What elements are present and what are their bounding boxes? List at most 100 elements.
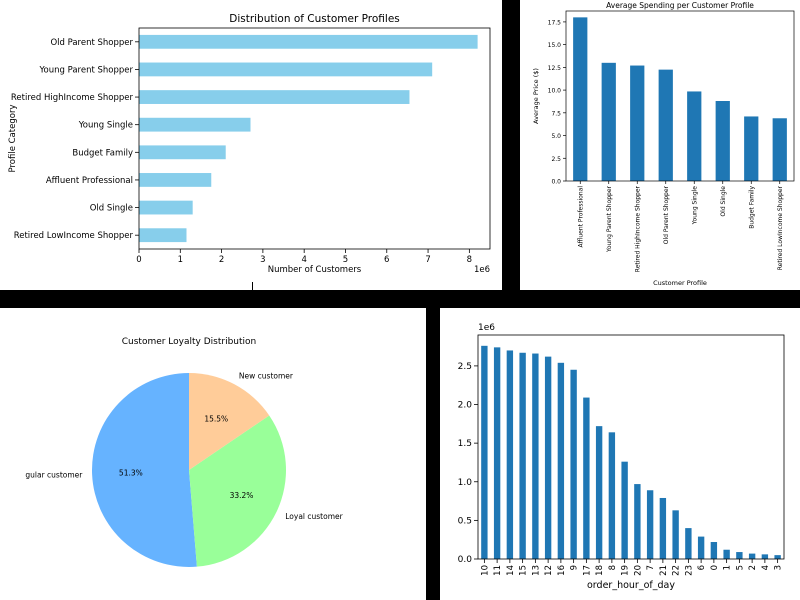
bar-young-single: [687, 91, 702, 181]
bar-hour-1: [723, 549, 730, 559]
order-hour-chart-panel: 1e6 0.0 0.5 1.0 1.5 2.0 2.5 10 11 14 15 13 12 16 9 17 18…: [440, 308, 800, 600]
x-tick-label: 7: [646, 565, 656, 570]
bar-hour-21: [659, 497, 667, 559]
bar-budget-family: [744, 116, 759, 181]
y-tick-label: 12.5: [548, 65, 562, 72]
bar-hour-16: [557, 362, 565, 559]
chart-title: Average Spending per Customer Profile: [606, 1, 754, 10]
bar-affluent-professional: [139, 173, 212, 187]
x-axis-label: Number of Customers: [268, 265, 362, 275]
x-tick-label: 18: [595, 565, 605, 576]
y-tick-label: Old Parent Shopper: [50, 38, 133, 48]
x-tick-label: 14: [506, 565, 516, 576]
x-tick-label: Young Single: [691, 186, 698, 226]
bar-hour-5: [736, 552, 743, 559]
x-tick-label: Budget Family: [748, 186, 755, 229]
x-tick-label: 1: [723, 565, 733, 570]
pie-slice-label: Loyal customer: [285, 512, 343, 521]
bar-young-single: [139, 117, 251, 132]
x-tick-label: 0: [136, 255, 141, 265]
bar-hour-20: [634, 484, 641, 559]
bar-hour-11: [493, 347, 501, 559]
average-spending-chart-panel: Average Spending per Customer Profile 0.0…: [520, 0, 800, 290]
x-tick-label: 0: [710, 565, 720, 570]
average-spending-chart: Average Spending per Customer Profile 0.0…: [532, 1, 795, 287]
y-tick-label: Old Single: [90, 204, 133, 214]
x-tick-label: 2: [748, 565, 758, 570]
bar-young-parent-shopper: [601, 62, 616, 182]
x-tick-label: 12: [544, 565, 554, 576]
x-tick-label: Young Parent Shopper: [606, 185, 613, 253]
x-tick-label: 17: [582, 565, 592, 576]
bar-hour-19: [621, 461, 628, 559]
bar-hour-8: [608, 432, 616, 559]
x-tick-label: 16: [557, 565, 567, 576]
x-tick-label: 19: [621, 565, 631, 576]
x-tick-label: 21: [659, 565, 669, 576]
y-tick-label: Young Parent Shopper: [38, 65, 133, 75]
x-tick-label: 5: [735, 565, 745, 570]
y-tick-label: 1.0: [458, 478, 473, 488]
plot-frame: [477, 334, 785, 560]
y-tick-label: 0.0: [458, 555, 473, 565]
x-axis-label: order_hour_of_day: [587, 580, 675, 591]
bar-old-single: [715, 101, 730, 181]
loyalty-pie-chart: Customer Loyalty Distribution 51.3% gular …: [25, 337, 344, 567]
bar-hour-6: [697, 536, 705, 559]
y-tick-label: 2.0: [458, 401, 473, 411]
y-tick-label: 7.5: [551, 110, 561, 117]
x-tick-label: 11: [493, 565, 503, 576]
bar-hour-17: [583, 397, 590, 559]
x-tick-label: 9: [570, 565, 580, 570]
x-tick-label: 3: [774, 565, 784, 570]
bar-hour-9: [570, 369, 577, 559]
bar-hour-22: [672, 510, 679, 559]
y-axis-label: Profile Category: [8, 105, 18, 173]
x-tick-label: 6: [697, 565, 707, 570]
x-tick-label: 8: [467, 255, 472, 265]
x-tick-label: 5: [343, 255, 348, 265]
bar-hour-2: [748, 553, 756, 559]
pie-slice-new-customer: [189, 373, 270, 470]
pie-slice-gular-customer: [92, 373, 197, 567]
y-tick-label: 17.5: [548, 19, 562, 26]
bar-budget-family: [139, 145, 226, 160]
x-tick-label: 1: [178, 255, 183, 265]
x-tick-label: 8: [608, 565, 618, 570]
pie-slice-label: New customer: [239, 372, 294, 381]
y-tick-label: 1.5: [458, 439, 472, 449]
bar-hour-10: [481, 345, 488, 559]
bar-hour-3: [774, 555, 781, 559]
x-tick-label: 6: [384, 255, 389, 265]
y-tick-label: 5.0: [551, 133, 561, 140]
x-tick-label: 3: [260, 255, 265, 265]
y-tick-label: Young Single: [78, 121, 133, 131]
bar-retired-lowincome-shopper: [772, 118, 787, 181]
bar-hour-15: [519, 352, 526, 559]
bar-old-single: [139, 200, 193, 215]
plot-frame: [565, 10, 795, 182]
bar-retired-highincome-shopper: [630, 65, 645, 181]
chart-title: Customer Loyalty Distribution: [122, 337, 257, 347]
bar-hour-7: [646, 490, 654, 559]
y-offset-label: 1e6: [478, 323, 495, 333]
y-tick-label: 15.0: [548, 42, 562, 49]
x-tick-label: 4: [761, 565, 771, 570]
x-tick-label: Retired LowIncome Shopper: [777, 185, 784, 270]
bar-hour-18: [595, 426, 603, 559]
y-tick-label: 10.0: [548, 88, 562, 95]
x-tick-label: 22: [672, 565, 682, 576]
plot-frame: [138, 27, 491, 250]
y-tick-label: Retired LowIncome Shopper: [14, 231, 134, 241]
bar-hour-14: [506, 350, 514, 559]
pie-pct-label: 33.2%: [230, 491, 254, 500]
text-cursor-mark: [252, 282, 253, 291]
x-offset-label: 1e6: [474, 265, 490, 275]
x-tick-label: Old Parent Shopper: [663, 185, 670, 244]
y-tick-label: Budget Family: [72, 148, 133, 158]
x-tick-label: 15: [519, 565, 529, 576]
x-tick-label: 2: [219, 255, 224, 265]
x-tick-label: Affluent Professional: [577, 186, 584, 248]
x-axis-label: Customer Profile: [653, 279, 707, 287]
